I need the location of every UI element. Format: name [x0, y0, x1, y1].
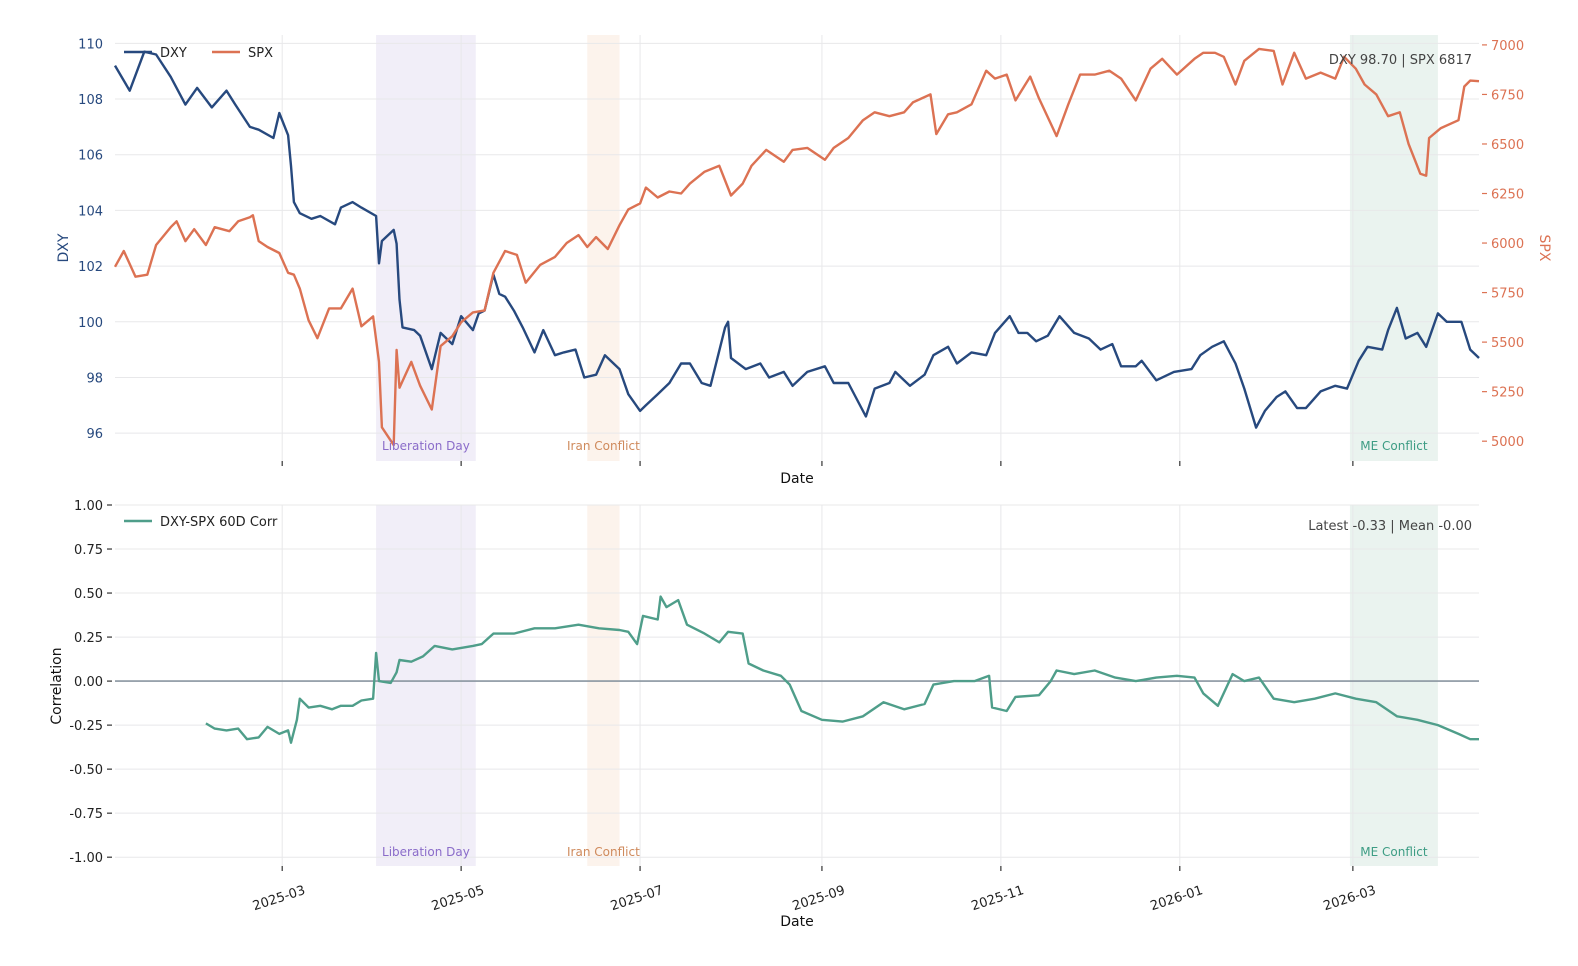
y-tick-bottom-8: -1.00: [69, 851, 103, 866]
y-tick-right-8: 7000: [1491, 39, 1524, 54]
event-label-top-1: Iran Conflict: [567, 439, 640, 453]
y-tick-left-3: 102: [78, 260, 103, 275]
x-tick-label-0: 2025-03: [251, 883, 307, 914]
y-axis-title-right: SPX: [1536, 235, 1552, 262]
event-band-top-0: [376, 35, 476, 461]
y-tick-left-1: 98: [86, 371, 103, 386]
event-label-bottom-2: ME Conflict: [1360, 845, 1428, 859]
y-tick-right-5: 6250: [1491, 188, 1524, 203]
legend-label-spx: SPX: [248, 46, 273, 61]
y-tick-bottom-1: 0.75: [74, 543, 103, 558]
y-tick-left-2: 100: [78, 316, 103, 331]
y-axis-title-bottom: Correlation: [49, 647, 65, 724]
event-band-top-1: [587, 35, 620, 461]
event-label-top-2: ME Conflict: [1360, 439, 1428, 453]
x-tick-label-4: 2025-11: [970, 883, 1026, 914]
annotation-latest-prices: DXY 98.70 | SPX 6817: [1329, 53, 1472, 68]
y-tick-bottom-5: -0.25: [69, 719, 103, 734]
x-tick-label-6: 2026-03: [1322, 883, 1378, 914]
y-tick-left-6: 108: [78, 93, 103, 108]
line-dxy: [113, 50, 1480, 429]
price-panel: 96 98 100 102 104 106 108 110 5000 5250 5500 5750 60…: [56, 35, 1552, 487]
y-tick-left-4: 104: [78, 204, 103, 219]
y-tick-bottom-0: 1.00: [74, 499, 103, 514]
y-axis-title-left: DXY: [56, 233, 72, 262]
event-label-bottom-1: Iran Conflict: [567, 845, 640, 859]
x-tick-label-2: 2025-07: [609, 883, 665, 914]
event-label-bottom-0: Liberation Day: [382, 845, 470, 859]
y-tick-left-7: 110: [78, 37, 103, 52]
y-tick-bottom-6: -0.50: [69, 763, 103, 778]
y-tick-bottom-4: 0.00: [74, 675, 103, 690]
y-tick-right-6: 6500: [1491, 138, 1524, 153]
line-correlation: [205, 595, 1479, 744]
y-tick-right-7: 6750: [1491, 88, 1524, 103]
y-tick-bottom-3: 0.25: [74, 631, 103, 646]
event-band-bottom-2: [1349, 505, 1438, 866]
x-tick-label-5: 2026-01: [1149, 883, 1205, 914]
y-tick-right-3: 5750: [1491, 287, 1524, 302]
line-spx: [113, 47, 1480, 447]
x-tick-label-1: 2025-05: [430, 883, 486, 914]
y-tick-bottom-2: 0.50: [74, 587, 103, 602]
y-tick-left-5: 106: [78, 149, 103, 164]
x-tick-label-3: 2025-09: [791, 883, 847, 914]
event-band-top-2: [1349, 35, 1438, 461]
y-tick-right-2: 5500: [1491, 336, 1524, 351]
x-axis-title-top: Date: [780, 471, 813, 487]
y-tick-right-0: 5000: [1491, 435, 1524, 450]
x-axis-title-bottom: Date: [780, 914, 813, 930]
event-band-bottom-1: [587, 505, 620, 866]
legend-label-corr: DXY-SPX 60D Corr: [160, 515, 278, 530]
event-band-bottom-0: [376, 505, 476, 866]
event-label-top-0: Liberation Day: [382, 439, 470, 453]
y-tick-bottom-7: -0.75: [69, 807, 103, 822]
legend-label-dxy: DXY: [160, 46, 187, 61]
y-tick-right-4: 6000: [1491, 237, 1524, 252]
y-tick-left-0: 96: [86, 427, 103, 442]
correlation-panel: 2025-03 2025-05 2025-07 2025-09 2025-11 2026-…: [49, 499, 1479, 930]
annotation-correlation-stats: Latest -0.33 | Mean -0.00: [1308, 519, 1472, 534]
y-tick-right-1: 5250: [1491, 386, 1524, 401]
